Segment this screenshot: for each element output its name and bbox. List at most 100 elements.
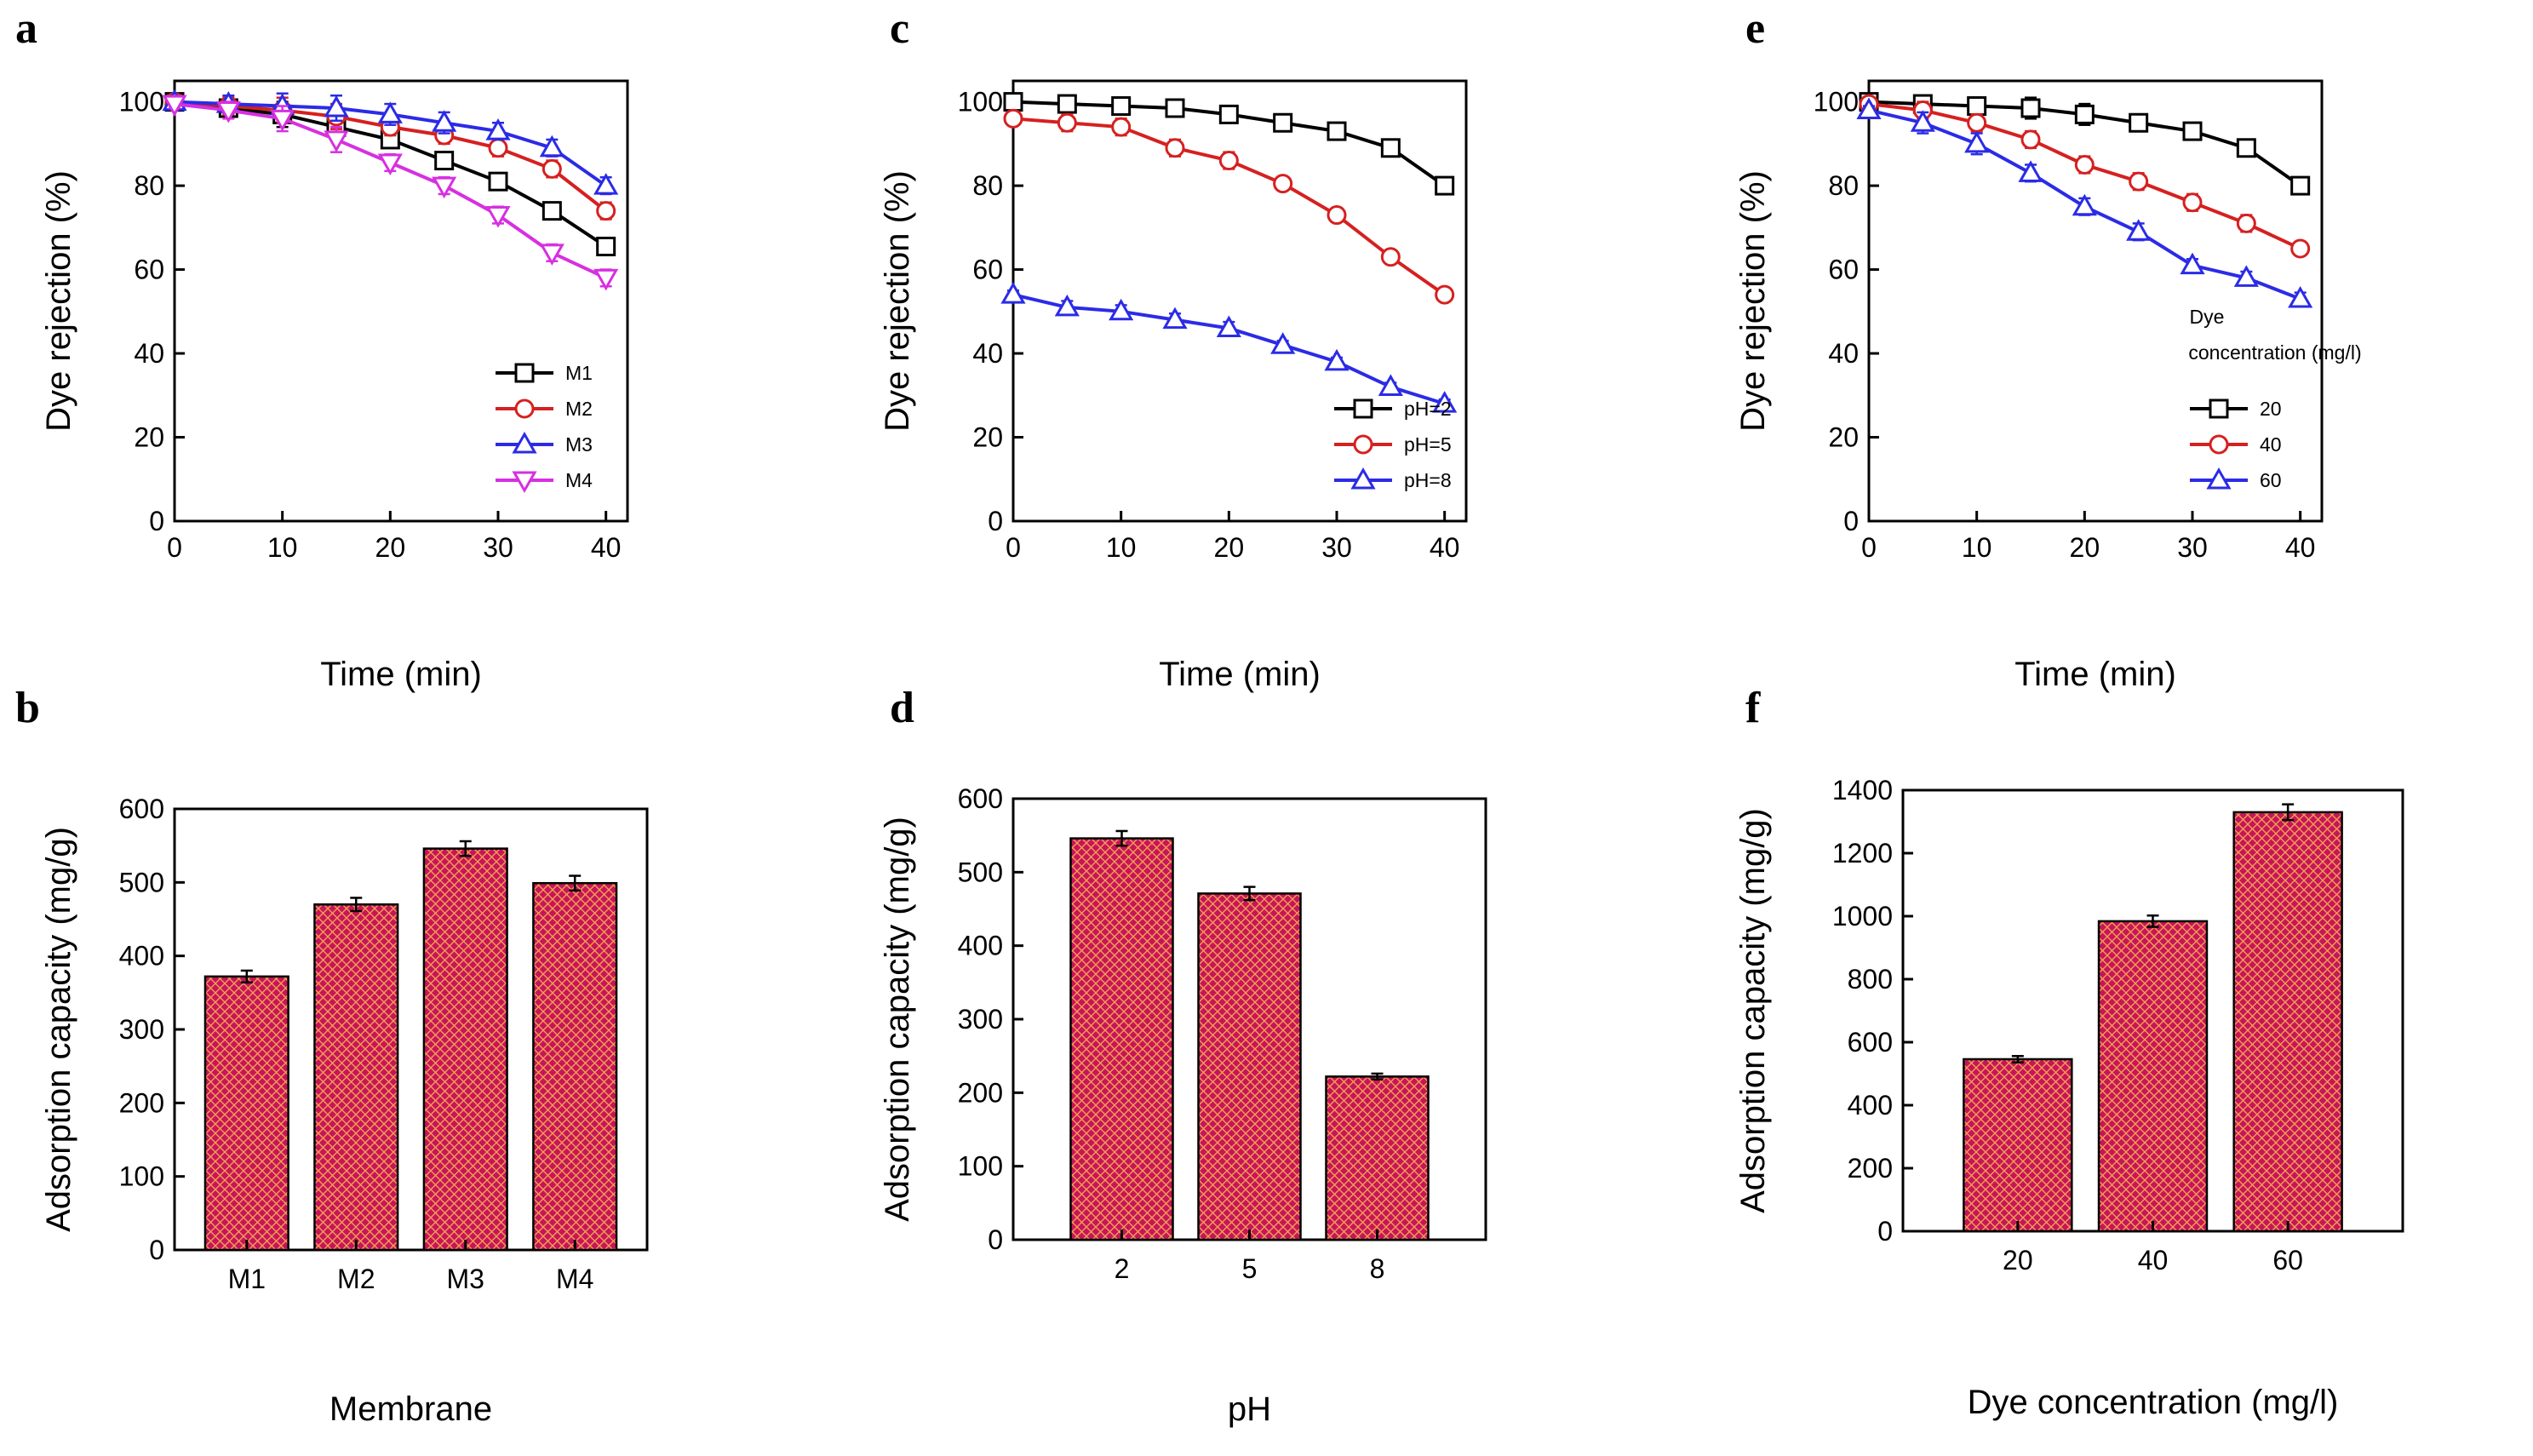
- x-tick-label-e: 30: [2177, 532, 2208, 563]
- y-axis-title-c: Dye rejection (%): [879, 170, 916, 432]
- y-tick-label-e: 20: [1828, 422, 1859, 453]
- y-tick-label-c: 80: [972, 170, 1003, 201]
- legend-marker: [512, 471, 537, 494]
- x-tick-label-a: 0: [167, 532, 182, 563]
- x-axis-title-d: pH: [1228, 1390, 1271, 1428]
- panel-letter-b: b: [15, 684, 40, 732]
- data-point: [2236, 138, 2256, 158]
- data-point: [542, 158, 562, 179]
- bar-f-0: [1963, 1058, 2073, 1233]
- series-c-1: [1003, 108, 1455, 305]
- data-point: [1165, 98, 1185, 118]
- bar-f-1: [2097, 920, 2209, 1233]
- legend-title: Dye: [2190, 306, 2225, 328]
- data-point: [1378, 374, 1403, 396]
- y-tick-label-a: 0: [149, 506, 164, 536]
- data-point: [2020, 129, 2041, 150]
- data-point: [1967, 112, 1987, 133]
- x-tick-label-f: 40: [2138, 1245, 2169, 1275]
- x-tick-label-b: M1: [228, 1264, 266, 1294]
- legend-marker: [2206, 467, 2232, 490]
- legend-label: M4: [565, 469, 593, 491]
- data-point: [539, 135, 564, 158]
- y-tick-label-c: 40: [972, 338, 1003, 369]
- x-tick-label-d: 5: [1242, 1253, 1258, 1284]
- bar-b-2: [422, 847, 508, 1252]
- data-point: [1054, 294, 1080, 317]
- data-point: [485, 118, 511, 140]
- data-point: [1057, 112, 1077, 133]
- y-tick-label-d: 600: [958, 783, 1003, 814]
- series-a-3: [162, 95, 619, 291]
- y-tick-label-f: 200: [1848, 1153, 1893, 1184]
- data-point: [1432, 391, 1458, 413]
- series-line: [1012, 293, 1446, 406]
- data-point: [2180, 252, 2205, 275]
- panel-letter-a: a: [15, 4, 37, 53]
- y-axis-title-f: Adsorption capacity (mg/g): [1734, 808, 1772, 1213]
- y-tick-label-b: 500: [119, 867, 164, 897]
- y-tick-label-a: 40: [134, 338, 164, 369]
- legend-c: pH=2 pH=5 pH=8: [1334, 398, 1452, 491]
- y-tick-label-e: 100: [1814, 87, 1859, 118]
- data-point: [377, 101, 403, 123]
- data-point: [1964, 130, 1990, 153]
- data-point: [596, 201, 616, 221]
- data-point: [1000, 282, 1026, 304]
- legend-marker: [512, 431, 537, 454]
- y-tick-label-d: 500: [958, 857, 1003, 887]
- data-point: [1057, 94, 1077, 114]
- y-tick-label-e: 80: [1828, 170, 1859, 201]
- data-point: [377, 153, 403, 176]
- data-point: [2129, 112, 2149, 133]
- y-tick-label-b: 600: [119, 794, 164, 824]
- x-tick-label-b: M4: [556, 1264, 593, 1294]
- x-tick-label-a: 30: [483, 532, 513, 563]
- y-tick-label-a: 100: [119, 87, 164, 118]
- data-point: [1380, 247, 1401, 267]
- x-tick-label-d: 8: [1370, 1253, 1385, 1284]
- x-tick-label-c: 10: [1106, 532, 1137, 563]
- y-tick-label-a: 60: [134, 255, 164, 285]
- data-point: [162, 95, 187, 118]
- data-point: [2182, 121, 2203, 141]
- y-tick-label-d: 300: [958, 1004, 1003, 1035]
- x-tick-label-e: 0: [1861, 532, 1877, 563]
- data-point: [1273, 174, 1293, 194]
- data-point: [2288, 286, 2313, 308]
- data-point: [1003, 92, 1023, 112]
- data-point: [488, 171, 508, 192]
- legend-a: M1 M2 M3 M4: [496, 362, 593, 494]
- y-axis-title-a: Dye rejection (%): [40, 170, 77, 432]
- y-tick-label-a: 20: [134, 422, 164, 453]
- panel-letter-d: d: [890, 684, 914, 732]
- y-tick-label-b: 300: [119, 1014, 164, 1045]
- data-point: [1967, 96, 1987, 117]
- x-tick-label-c: 30: [1321, 532, 1352, 563]
- y-tick-label-c: 100: [958, 87, 1003, 118]
- legend-marker: [1350, 467, 1376, 490]
- data-point: [1435, 175, 1455, 196]
- y-tick-label-d: 200: [958, 1077, 1003, 1108]
- axes-frame-e: [1867, 79, 2324, 523]
- y-tick-label-e: 60: [1828, 255, 1859, 285]
- legend-label: M1: [565, 362, 593, 384]
- legend-label: M2: [565, 398, 593, 420]
- data-point: [2018, 160, 2043, 182]
- data-point: [2129, 171, 2149, 192]
- y-tick-label-b: 200: [119, 1087, 164, 1118]
- data-point: [432, 110, 457, 132]
- data-point: [1165, 138, 1185, 158]
- y-tick-label-c: 60: [972, 255, 1003, 285]
- x-tick-label-c: 20: [1214, 532, 1245, 563]
- x-axis-title-a: Time (min): [320, 656, 482, 693]
- y-tick-label-c: 0: [988, 506, 1003, 536]
- data-point: [1324, 348, 1350, 371]
- data-point: [1162, 307, 1188, 330]
- data-point: [1218, 151, 1239, 171]
- series-c-0: [1003, 92, 1455, 196]
- data-point: [1109, 298, 1134, 321]
- x-tick-label-e: 10: [1962, 532, 1992, 563]
- x-tick-label-c: 40: [1430, 532, 1460, 563]
- y-tick-label-f: 1400: [1832, 775, 1893, 805]
